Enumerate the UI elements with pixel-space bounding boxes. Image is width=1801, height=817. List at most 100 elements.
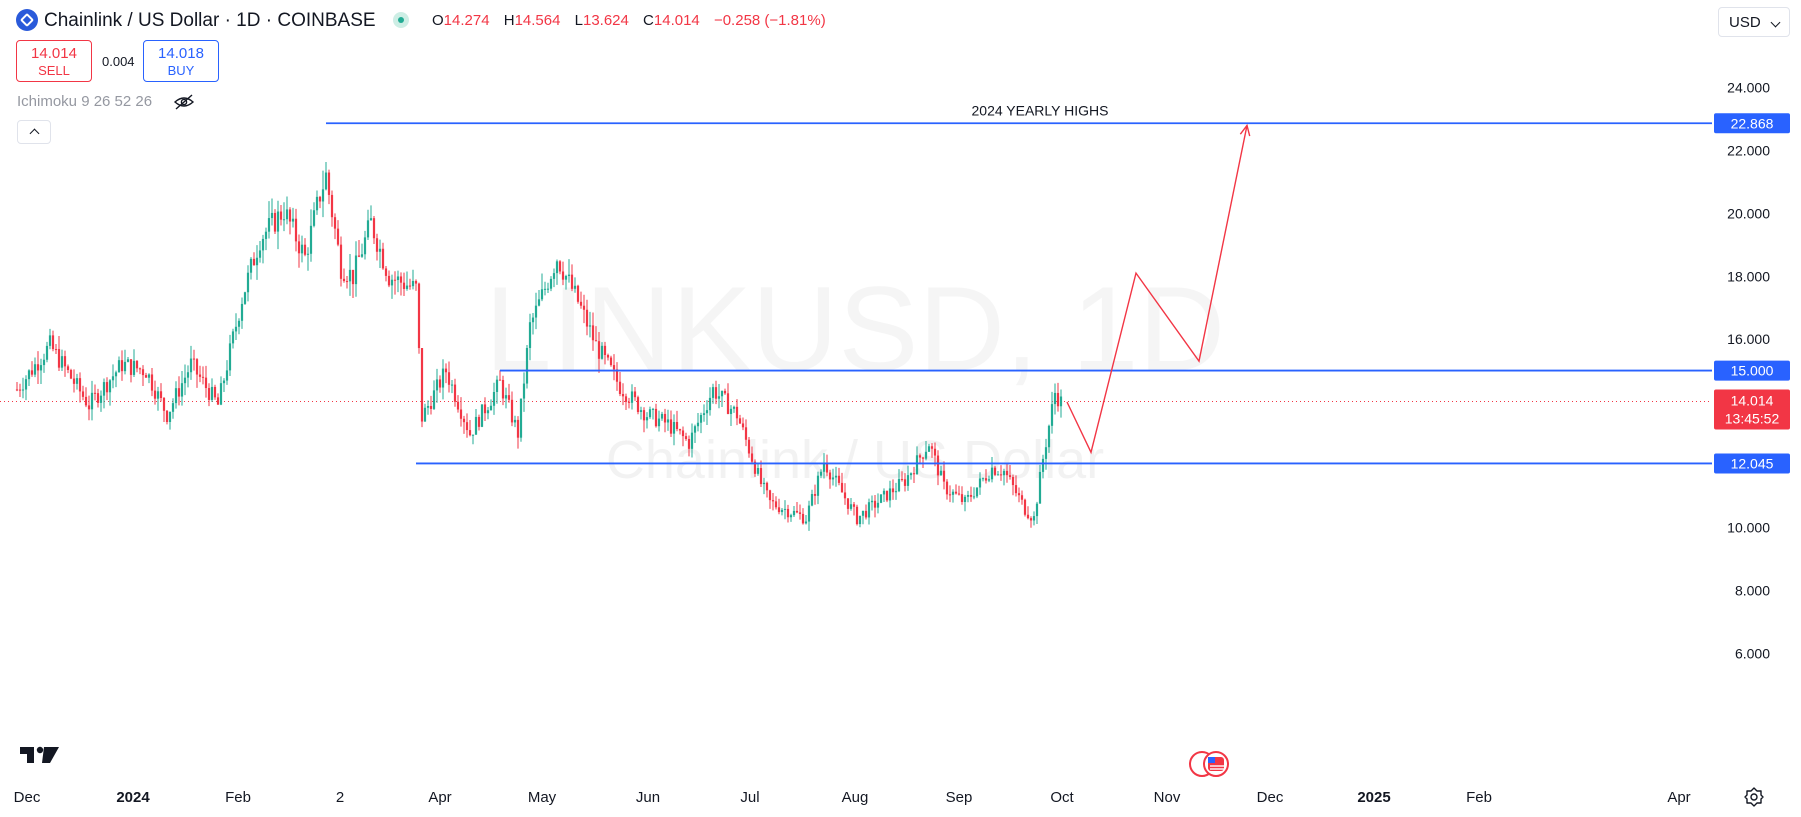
- candle-body: [693, 426, 697, 433]
- indicator-label[interactable]: Ichimoku 9 26 52 26: [17, 93, 153, 110]
- candle-body: [525, 347, 529, 384]
- candle-body: [423, 407, 427, 422]
- candle-body: [903, 479, 907, 486]
- candle-body: [132, 360, 136, 375]
- candle-body: [1014, 485, 1018, 494]
- candle-body: [522, 383, 526, 399]
- candle-body: [528, 322, 532, 348]
- tradingview-logo-icon[interactable]: [20, 745, 60, 765]
- candle-body: [927, 446, 931, 452]
- candle-body: [348, 269, 352, 282]
- candle-body: [855, 506, 859, 525]
- close-value: 14.014: [653, 12, 700, 29]
- candle-body: [609, 357, 613, 366]
- candle-body: [771, 500, 775, 502]
- candle-body: [984, 478, 988, 481]
- candle-body: [840, 482, 844, 493]
- symbol-title[interactable]: Chainlink / US Dollar · 1D · COINBASE: [44, 10, 376, 31]
- collapse-legend-button[interactable]: [17, 120, 51, 144]
- candle-body: [489, 405, 493, 411]
- candle-body: [81, 391, 85, 397]
- candle-body: [114, 372, 118, 377]
- current-price-label: 14.014: [1731, 393, 1774, 409]
- candle-body: [30, 370, 34, 375]
- x-tick-label: 2024: [116, 789, 150, 806]
- candle-body: [720, 390, 724, 397]
- candle-body: [981, 478, 985, 480]
- candle-body: [321, 189, 325, 202]
- candle-body: [96, 393, 100, 403]
- candle-body: [192, 358, 196, 360]
- candle-body: [960, 494, 964, 502]
- candle-body: [15, 389, 19, 391]
- candle-body: [357, 255, 361, 257]
- candle-body: [1047, 425, 1051, 448]
- candle-body: [936, 455, 940, 476]
- candle-body: [399, 276, 403, 283]
- candle-body: [591, 325, 595, 341]
- candle-body: [891, 488, 895, 493]
- candle-body: [486, 410, 490, 414]
- projection-path: [1066, 123, 1251, 455]
- events-flag-icon[interactable]: [1188, 750, 1230, 778]
- sell-button[interactable]: 14.014 SELL: [16, 40, 92, 82]
- candle-body: [546, 288, 550, 290]
- ohlc-readout: O14.274 H14.564 L13.624 C14.014 −0.258 (…: [432, 12, 836, 29]
- candle-body: [948, 494, 952, 496]
- level-price-tag: [1714, 453, 1790, 474]
- candle-body: [411, 280, 415, 287]
- candle-body: [405, 285, 409, 289]
- candle-body: [282, 219, 286, 221]
- candle-body: [351, 269, 355, 285]
- candle-body: [75, 378, 79, 384]
- buy-button[interactable]: 14.018 BUY: [143, 40, 219, 82]
- candle-body: [582, 305, 586, 310]
- candle-body: [432, 390, 436, 409]
- candle-body: [363, 237, 367, 255]
- candle-body: [909, 473, 913, 476]
- candle-body: [963, 496, 967, 502]
- candle-body: [270, 212, 274, 219]
- candle-body: [822, 462, 826, 472]
- market-status-icon[interactable]: [393, 12, 409, 28]
- candle-body: [63, 356, 67, 367]
- x-tick-label: 2: [336, 789, 344, 806]
- candle-body: [618, 381, 622, 394]
- candle-body: [243, 292, 247, 304]
- candle-body: [1056, 392, 1060, 407]
- candle-body: [372, 218, 376, 239]
- candle-body: [1032, 516, 1036, 521]
- candle-body: [1005, 470, 1009, 476]
- candle-body: [651, 408, 655, 410]
- currency-value: USD: [1729, 14, 1761, 31]
- candle-body: [1023, 499, 1027, 515]
- candle-body: [165, 410, 169, 423]
- buy-label: BUY: [167, 63, 195, 78]
- candle-body: [465, 422, 469, 431]
- candle-body: [657, 418, 661, 427]
- candle-body: [66, 366, 70, 371]
- candle-body: [213, 386, 217, 398]
- candle-body: [327, 172, 331, 195]
- x-axis[interactable]: Dec 2024 Feb 2 Apr May Jun Jul Aug Sep Oct Nov Dec 20…: [14, 789, 1691, 806]
- watermark-symbol: LINKUSD, 1D: [485, 262, 1225, 396]
- candle-body: [201, 376, 205, 378]
- candle-body: [210, 386, 214, 400]
- candle-body: [924, 451, 928, 459]
- currency-select[interactable]: USD: [1718, 7, 1790, 37]
- candle-body: [258, 250, 262, 258]
- candle-body: [459, 409, 463, 419]
- open-value: 14.274: [443, 12, 490, 29]
- hide-eye-icon[interactable]: [173, 94, 195, 110]
- candle-body: [966, 494, 970, 497]
- candle-body: [843, 492, 847, 499]
- gear-icon[interactable]: [1744, 787, 1764, 807]
- candle-body: [507, 395, 511, 400]
- candle-body: [906, 475, 910, 486]
- candle-body: [330, 194, 334, 218]
- candle-body: [126, 359, 130, 362]
- candle-body: [42, 359, 46, 366]
- candle-body: [810, 494, 814, 506]
- candle-body: [78, 378, 82, 392]
